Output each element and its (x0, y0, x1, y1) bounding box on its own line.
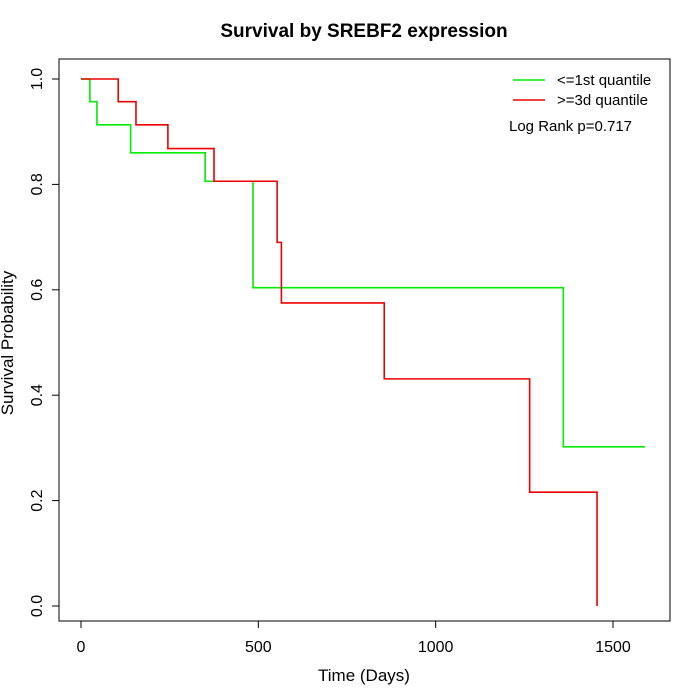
y-tick-label: 0.6 (29, 279, 46, 301)
x-axis: 0 500 1000 1500 (77, 620, 631, 656)
legend-label: >=3d quantile (557, 92, 648, 109)
y-tick-label: 0.4 (29, 384, 46, 406)
x-tick-label: 1500 (595, 639, 631, 656)
y-tick-label: 0.2 (29, 489, 46, 511)
plot-frame (58, 58, 671, 622)
y-tick-label: 1.0 (29, 68, 46, 90)
legend: <=1st quantile >=3d quantile (513, 72, 651, 109)
x-axis-label: Time (Days) (318, 666, 410, 685)
legend-label: <=1st quantile (557, 72, 651, 89)
log-rank-annotation: Log Rank p=0.717 (509, 118, 632, 135)
chart-title: Survival by SREBF2 expression (220, 21, 507, 42)
x-tick-label: 500 (245, 639, 272, 656)
y-tick-label: 0.0 (29, 595, 46, 617)
x-tick-label: 0 (77, 639, 86, 656)
series-layer (81, 78, 645, 606)
x-tick-label: 1000 (418, 639, 454, 656)
y-tick-label: 0.8 (29, 173, 46, 195)
y-axis: 0.0 0.2 0.4 0.6 0.8 1.0 (29, 68, 60, 617)
series-line-0 (81, 78, 645, 448)
series-line-1 (81, 78, 598, 606)
y-axis-label: Survival Probability (0, 270, 17, 415)
